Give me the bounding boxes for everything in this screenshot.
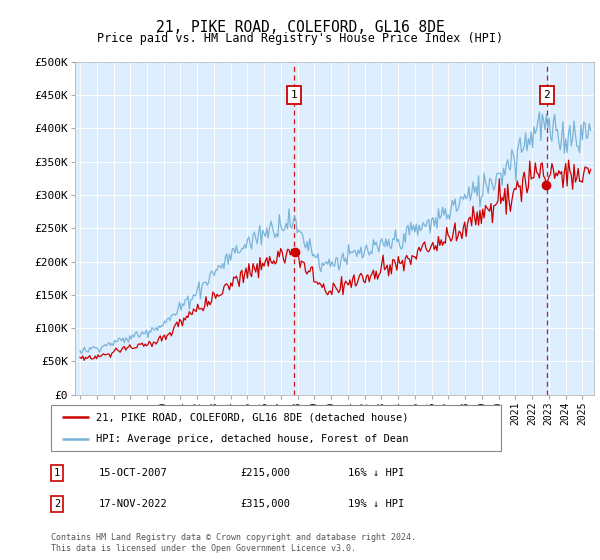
Text: 21, PIKE ROAD, COLEFORD, GL16 8DE (detached house): 21, PIKE ROAD, COLEFORD, GL16 8DE (detac… [96,412,409,422]
Text: 17-NOV-2022: 17-NOV-2022 [99,499,168,509]
FancyBboxPatch shape [51,405,501,451]
Text: 1: 1 [54,468,60,478]
Text: Price paid vs. HM Land Registry's House Price Index (HPI): Price paid vs. HM Land Registry's House … [97,32,503,45]
Text: Contains HM Land Registry data © Crown copyright and database right 2024.
This d: Contains HM Land Registry data © Crown c… [51,533,416,553]
Text: £215,000: £215,000 [240,468,290,478]
Text: 1: 1 [291,90,298,100]
Text: 19% ↓ HPI: 19% ↓ HPI [348,499,404,509]
Text: 16% ↓ HPI: 16% ↓ HPI [348,468,404,478]
Text: 21, PIKE ROAD, COLEFORD, GL16 8DE: 21, PIKE ROAD, COLEFORD, GL16 8DE [155,20,445,35]
Text: 15-OCT-2007: 15-OCT-2007 [99,468,168,478]
Text: £315,000: £315,000 [240,499,290,509]
Text: 2: 2 [54,499,60,509]
Text: HPI: Average price, detached house, Forest of Dean: HPI: Average price, detached house, Fore… [96,435,409,444]
Text: 2: 2 [544,90,550,100]
